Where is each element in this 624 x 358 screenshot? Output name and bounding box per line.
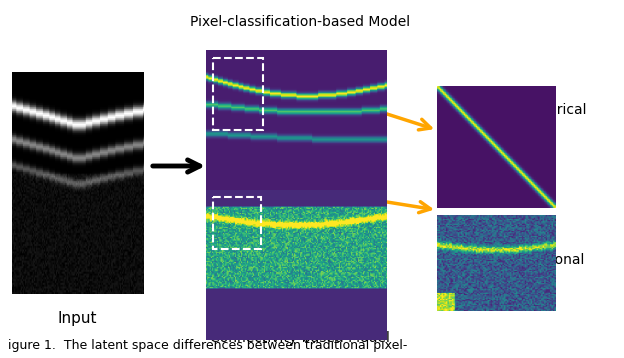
Text: Connectivity-based Model: Connectivity-based Model — [210, 331, 390, 345]
Bar — [213, 58, 263, 130]
Text: Categorical: Categorical — [507, 103, 587, 117]
Text: Input: Input — [57, 310, 97, 325]
Text: igure 1.  The latent space differences between traditional pixel-: igure 1. The latent space differences be… — [8, 339, 407, 352]
Text: Pixel-classification-based Model: Pixel-classification-based Model — [190, 15, 410, 29]
Text: Directional: Directional — [509, 253, 585, 267]
Bar — [213, 197, 261, 249]
